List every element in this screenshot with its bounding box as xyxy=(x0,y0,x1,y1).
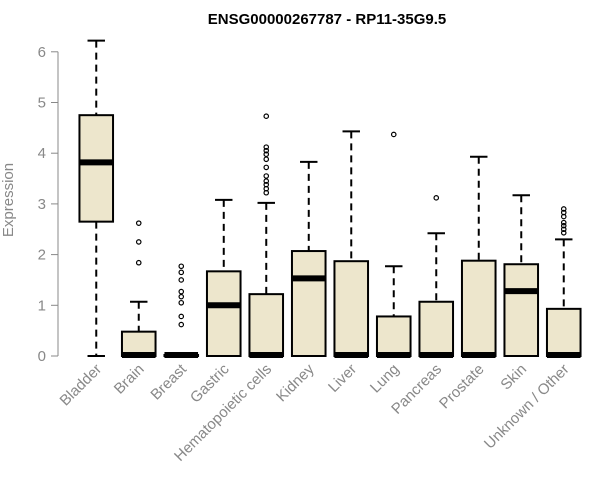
y-tick-label: 1 xyxy=(38,297,46,314)
iqr-box xyxy=(418,300,455,358)
iqr-box xyxy=(545,307,582,357)
outlier-point xyxy=(560,209,567,216)
box-skin xyxy=(503,194,540,357)
outlier-point xyxy=(178,293,185,300)
boxes-group xyxy=(78,39,582,358)
outlier-point xyxy=(560,229,567,236)
box-liver xyxy=(333,130,370,358)
outlier-point xyxy=(263,144,270,150)
outlier-point xyxy=(178,299,185,306)
outlier-point xyxy=(178,321,185,328)
outlier-point xyxy=(263,164,270,171)
box-brain xyxy=(120,220,157,358)
outlier-point xyxy=(135,220,142,226)
outlier-point xyxy=(135,259,142,266)
outlier-point xyxy=(178,277,185,283)
iqr-box xyxy=(290,250,327,357)
y-tick-label: 3 xyxy=(38,196,46,213)
box-kidney xyxy=(290,160,327,357)
y-tick-label: 0 xyxy=(38,348,46,365)
iqr-box xyxy=(205,270,242,357)
box-hematopoietic-cells xyxy=(248,113,285,358)
outlier-point xyxy=(178,269,185,276)
iqr-box xyxy=(460,259,497,357)
outlier-point xyxy=(135,239,142,245)
iqr-box xyxy=(375,315,412,358)
x-tick-label: Prostate xyxy=(436,361,488,413)
x-tick-label: Bladder xyxy=(56,361,105,410)
y-tick-label: 4 xyxy=(38,145,46,162)
box-gastric xyxy=(205,198,242,357)
outlier-point xyxy=(263,147,270,154)
y-axis: 0 1 2 3 4 5 6 xyxy=(38,44,59,365)
outlier-point xyxy=(263,178,270,184)
box-lung xyxy=(375,131,412,358)
box-unknown-other xyxy=(545,206,582,358)
iqr-box xyxy=(333,260,370,358)
iqr-box xyxy=(503,263,540,357)
outlier-point xyxy=(263,173,270,179)
box-prostate xyxy=(460,155,497,358)
outlier-point xyxy=(560,206,567,212)
chart-title: ENSG00000267787 - RP11-35G9.5 xyxy=(208,11,447,28)
y-axis-label: Expression xyxy=(0,163,17,237)
x-tick-label: Brain xyxy=(111,361,148,398)
outlier-point xyxy=(560,226,567,233)
outlier-point xyxy=(433,195,440,201)
x-tick-label: Breast xyxy=(147,360,190,403)
outlier-point xyxy=(560,219,567,226)
outlier-point xyxy=(263,181,270,188)
outlier-point xyxy=(178,313,185,320)
outlier-point xyxy=(390,131,397,138)
y-tick-label: 2 xyxy=(38,247,46,264)
outlier-point xyxy=(263,151,270,158)
x-tick-label: Lung xyxy=(367,361,403,397)
box-breast xyxy=(163,263,200,358)
iqr-box xyxy=(78,114,115,223)
x-tick-label: Liver xyxy=(325,361,360,396)
outlier-point xyxy=(263,113,270,119)
y-tick-label: 6 xyxy=(38,44,46,61)
iqr-box xyxy=(120,330,157,358)
y-tick-label: 5 xyxy=(38,95,46,112)
outlier-point xyxy=(263,156,270,163)
iqr-box xyxy=(248,293,285,357)
box-bladder xyxy=(78,39,115,357)
outlier-point xyxy=(178,263,185,270)
x-tick-label: Kidney xyxy=(273,360,318,405)
outlier-point xyxy=(560,222,567,229)
box-pancreas xyxy=(418,195,455,358)
x-tick-label: Skin xyxy=(497,361,530,394)
outlier-point xyxy=(178,288,185,295)
